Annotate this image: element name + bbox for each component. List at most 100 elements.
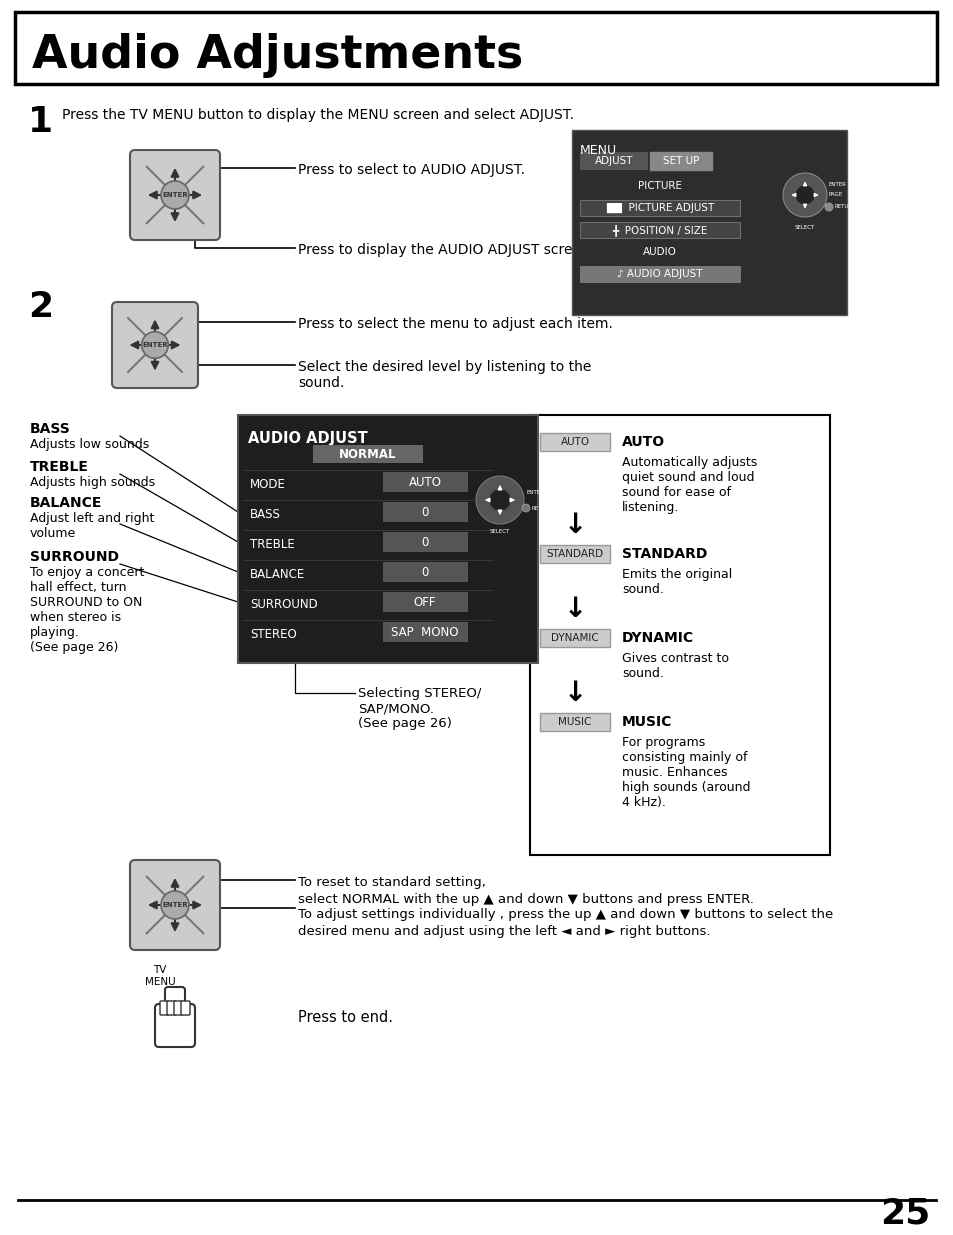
Text: DYNAMIC: DYNAMIC (551, 634, 598, 643)
Text: Selecting STEREO/
SAP/MONO.
(See page 26): Selecting STEREO/ SAP/MONO. (See page 26… (357, 687, 481, 730)
Text: PICTURE: PICTURE (638, 182, 681, 191)
FancyBboxPatch shape (160, 1002, 169, 1015)
FancyBboxPatch shape (579, 222, 740, 238)
Text: PAGE: PAGE (828, 193, 842, 198)
Text: 0: 0 (421, 566, 428, 578)
Text: To reset to standard setting,: To reset to standard setting, (297, 876, 485, 889)
Text: RETURN: RETURN (532, 505, 554, 510)
Text: Adjust left and right
volume: Adjust left and right volume (30, 513, 154, 540)
FancyBboxPatch shape (130, 860, 220, 950)
Text: NORMAL: NORMAL (339, 447, 396, 461)
Text: AUDIO ADJUST: AUDIO ADJUST (248, 431, 367, 446)
FancyBboxPatch shape (15, 12, 936, 84)
Text: SELECT: SELECT (489, 529, 510, 534)
FancyBboxPatch shape (167, 1002, 175, 1015)
Text: Press the TV MENU button to display the MENU screen and select ADJUST.: Press the TV MENU button to display the … (62, 107, 574, 122)
Text: BALANCE: BALANCE (30, 496, 102, 510)
Text: SAP  MONO: SAP MONO (391, 625, 458, 638)
Text: Press to end.: Press to end. (297, 1010, 393, 1025)
FancyBboxPatch shape (579, 200, 740, 216)
Text: To adjust settings individually , press the up ▲ and down ▼ buttons to select th: To adjust settings individually , press … (297, 908, 832, 921)
Text: STEREO: STEREO (250, 627, 296, 641)
FancyBboxPatch shape (572, 130, 846, 315)
Text: Gives contrast to
sound.: Gives contrast to sound. (621, 652, 728, 680)
Text: TV: TV (153, 965, 167, 974)
FancyBboxPatch shape (539, 545, 609, 563)
Text: ♪ AUDIO ADJUST: ♪ AUDIO ADJUST (617, 269, 702, 279)
FancyBboxPatch shape (130, 149, 220, 240)
Text: AUTO: AUTO (621, 435, 664, 450)
Circle shape (490, 490, 510, 510)
FancyBboxPatch shape (173, 1002, 183, 1015)
Text: ADJUST: ADJUST (594, 156, 633, 165)
Text: Press to select the menu to adjust each item.: Press to select the menu to adjust each … (297, 317, 612, 331)
Text: desired menu and adjust using the left ◄ and ► right buttons.: desired menu and adjust using the left ◄… (297, 925, 710, 939)
Text: SET UP: SET UP (662, 156, 699, 165)
FancyBboxPatch shape (579, 152, 647, 170)
Text: TREBLE: TREBLE (30, 459, 89, 474)
Text: SELECT: SELECT (794, 225, 814, 230)
Text: Adjusts high sounds: Adjusts high sounds (30, 475, 155, 489)
FancyBboxPatch shape (530, 415, 829, 855)
Text: Audio Adjustments: Audio Adjustments (32, 32, 522, 78)
Text: ↓: ↓ (563, 511, 586, 538)
Text: Press to select to AUDIO ADJUST.: Press to select to AUDIO ADJUST. (297, 163, 524, 177)
FancyBboxPatch shape (165, 987, 185, 1015)
Text: ENTER: ENTER (526, 489, 544, 494)
Text: ENTER: ENTER (162, 191, 188, 198)
Text: ENTER: ENTER (142, 342, 168, 348)
Text: Emits the original
sound.: Emits the original sound. (621, 568, 732, 597)
Text: MENU: MENU (145, 977, 175, 987)
Text: For programs
consisting mainly of
music. Enhances
high sounds (around
4 kHz).: For programs consisting mainly of music.… (621, 736, 750, 809)
Text: SURROUND: SURROUND (250, 598, 317, 610)
Text: ENTER: ENTER (828, 183, 846, 188)
FancyBboxPatch shape (539, 629, 609, 647)
Text: STANDARD: STANDARD (546, 550, 603, 559)
Circle shape (782, 173, 826, 217)
Text: BASS: BASS (30, 422, 71, 436)
FancyBboxPatch shape (382, 472, 468, 492)
Text: select NORMAL with the up ▲ and down ▼ buttons and press ENTER.: select NORMAL with the up ▲ and down ▼ b… (297, 893, 753, 906)
Circle shape (794, 185, 814, 205)
Text: MUSIC: MUSIC (558, 718, 591, 727)
Text: AUTO: AUTO (408, 475, 441, 489)
Text: 1: 1 (28, 105, 53, 140)
FancyBboxPatch shape (181, 1002, 190, 1015)
Text: ╋  POSITION / SIZE: ╋ POSITION / SIZE (612, 224, 707, 236)
Text: ↓: ↓ (563, 679, 586, 706)
Circle shape (161, 890, 189, 919)
Text: Adjusts low sounds: Adjusts low sounds (30, 438, 149, 451)
Text: MUSIC: MUSIC (621, 715, 672, 729)
FancyBboxPatch shape (237, 415, 537, 663)
Text: ENTER: ENTER (162, 902, 188, 908)
FancyBboxPatch shape (649, 152, 711, 170)
Circle shape (521, 504, 530, 513)
FancyBboxPatch shape (112, 303, 198, 388)
Circle shape (142, 332, 168, 358)
Text: AUTO: AUTO (559, 437, 589, 447)
Text: MODE: MODE (250, 478, 286, 490)
Text: STANDARD: STANDARD (621, 547, 706, 561)
Text: Press to display the AUDIO ADJUST screen.: Press to display the AUDIO ADJUST screen… (297, 243, 594, 257)
Text: ██  PICTURE ADJUST: ██ PICTURE ADJUST (605, 203, 714, 214)
Text: OFF: OFF (414, 595, 436, 609)
Text: To enjoy a concert
hall effect, turn
SURROUND to ON
when stereo is
playing.
(See: To enjoy a concert hall effect, turn SUR… (30, 566, 144, 655)
Text: 25: 25 (879, 1195, 929, 1230)
FancyBboxPatch shape (382, 622, 468, 642)
Text: RETURN: RETURN (834, 205, 857, 210)
Text: ↓: ↓ (563, 595, 586, 622)
FancyBboxPatch shape (313, 445, 422, 463)
Text: AUDIO: AUDIO (642, 247, 677, 257)
Text: 2: 2 (28, 290, 53, 324)
FancyBboxPatch shape (382, 501, 468, 522)
FancyBboxPatch shape (539, 433, 609, 451)
Circle shape (476, 475, 523, 524)
Text: BASS: BASS (250, 508, 280, 520)
Text: Automatically adjusts
quiet sound and loud
sound for ease of
listening.: Automatically adjusts quiet sound and lo… (621, 456, 757, 514)
Text: BALANCE: BALANCE (250, 568, 305, 580)
Circle shape (161, 182, 189, 209)
FancyBboxPatch shape (579, 266, 740, 282)
Text: Select the desired level by listening to the
sound.: Select the desired level by listening to… (297, 359, 591, 390)
FancyBboxPatch shape (539, 713, 609, 731)
FancyBboxPatch shape (382, 562, 468, 582)
